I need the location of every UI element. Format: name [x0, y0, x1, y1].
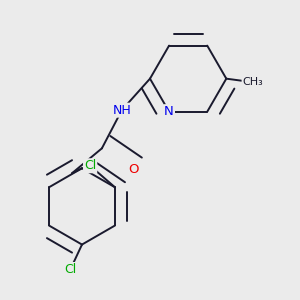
- Text: NH: NH: [112, 104, 131, 117]
- Text: Cl: Cl: [64, 263, 76, 276]
- Text: CH₃: CH₃: [242, 77, 263, 87]
- Text: O: O: [128, 164, 139, 176]
- Text: N: N: [164, 105, 174, 118]
- Text: Cl: Cl: [84, 159, 96, 172]
